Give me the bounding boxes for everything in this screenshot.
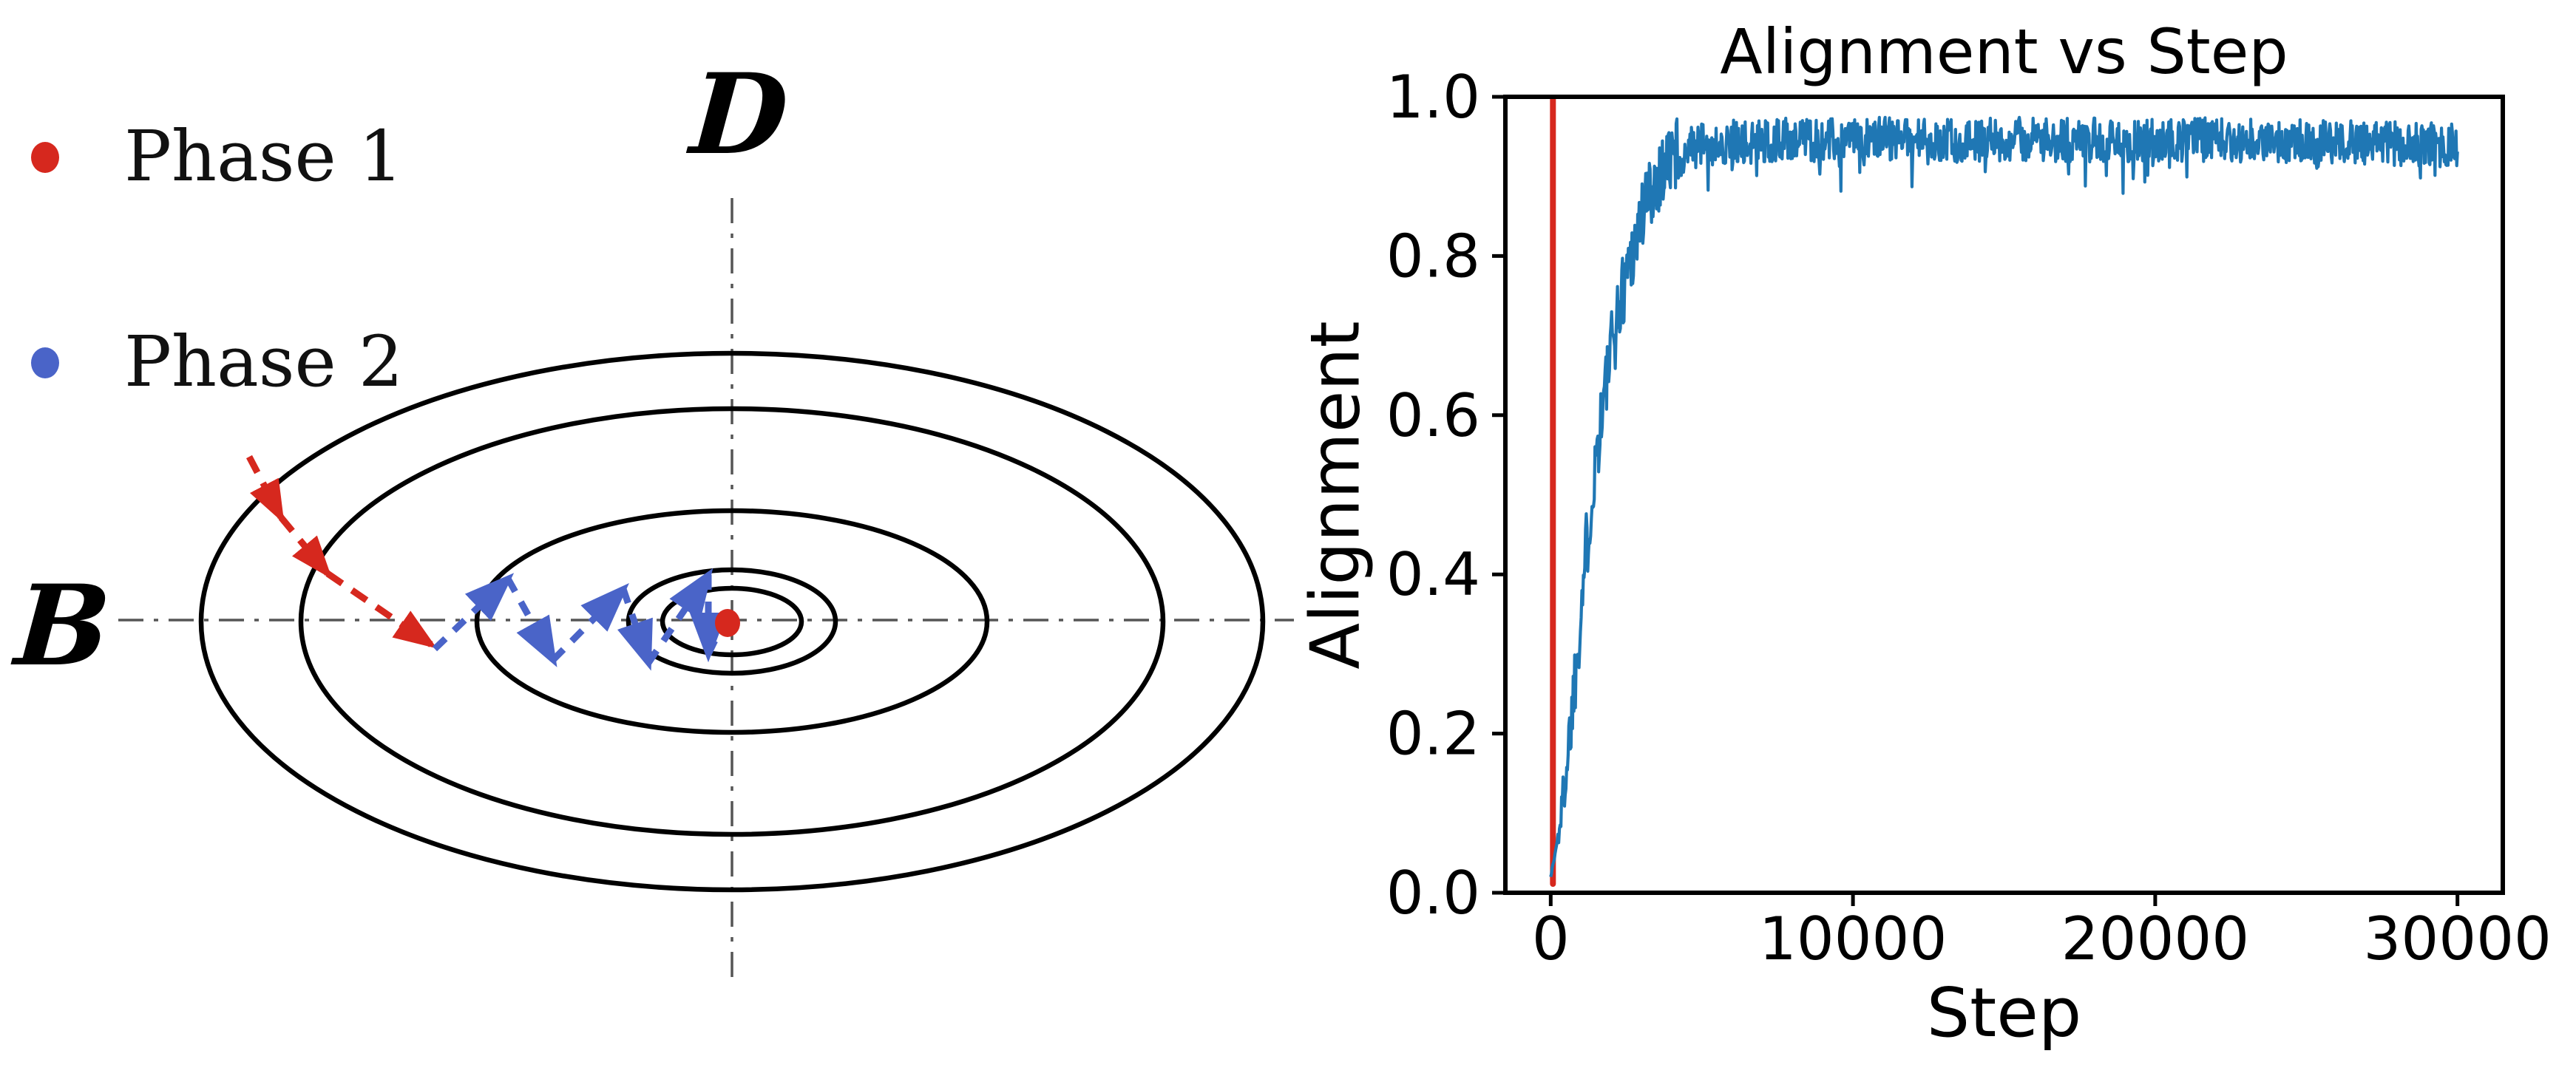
phase1-trajectory-segment [246, 455, 285, 524]
contour-ellipse [198, 350, 1266, 893]
contour-ellipse [298, 406, 1166, 837]
y-axis-label: Alignment [1295, 321, 1375, 670]
phase1-label: Phase 1 [124, 116, 404, 197]
phase2-trajectory-segment [617, 588, 653, 671]
minimum-dot [715, 609, 740, 637]
contour-ellipse [474, 508, 990, 735]
phase1-trajectory-segment [325, 571, 438, 649]
legend-item-phase2: Phase 2 [31, 321, 404, 403]
x-tick-label: 20000 [2061, 905, 2250, 973]
phase1-marker-dot [31, 141, 59, 173]
chart-title: Alignment vs Step [1720, 16, 2288, 88]
phase2-trajectory-segment [645, 568, 714, 665]
phase2-label: Phase 2 [124, 321, 404, 403]
contour-ellipse [660, 585, 804, 658]
y-tick-label: 0.8 [1386, 222, 1480, 290]
y-tick-label: 0.2 [1386, 700, 1480, 769]
y-tick-label: 1.0 [1386, 63, 1480, 132]
y-tick-label: 0.0 [1386, 859, 1480, 927]
phase2-trajectory-segment [432, 573, 515, 652]
legend-item-phase1: Phase 1 [31, 116, 404, 197]
plot-spines [1503, 95, 2505, 895]
phase1-trajectory-segment [278, 515, 333, 579]
phase2-marker-dot [31, 347, 59, 378]
y-tick-label: 0.4 [1386, 540, 1480, 609]
x-tick-label: 30000 [2363, 905, 2552, 973]
alignment-curve [1549, 115, 2459, 877]
phase2-trajectory-segment [705, 627, 725, 656]
x-tick-label: 0 [1532, 905, 1570, 973]
y-tick-label: 0.6 [1386, 381, 1480, 450]
phase2-trajectory-segment [550, 583, 629, 663]
x-axis-label: Step [1926, 973, 2082, 1052]
x-tick-label: 10000 [1759, 905, 1948, 973]
